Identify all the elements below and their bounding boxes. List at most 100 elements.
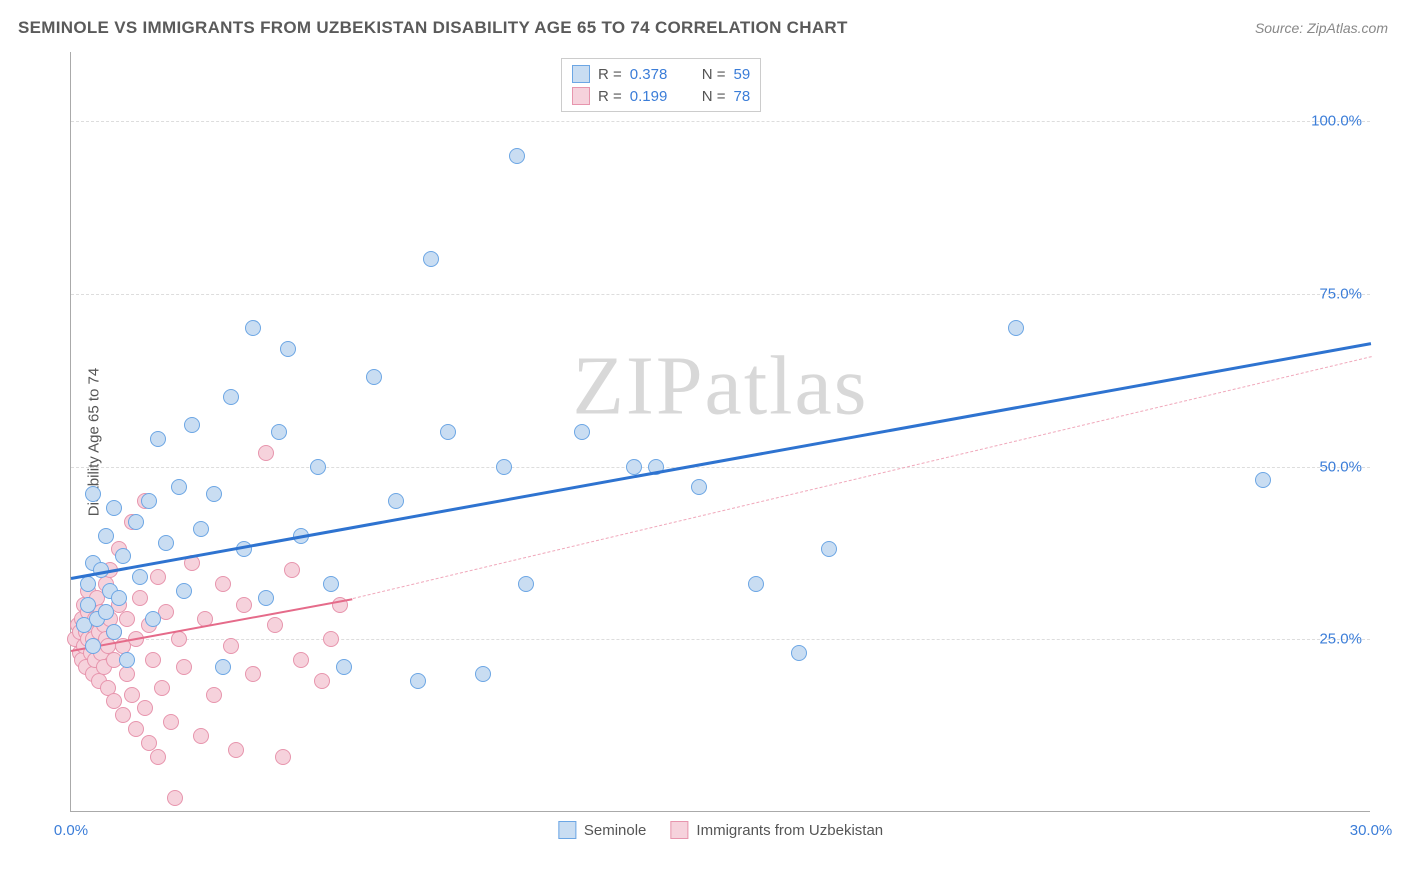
legend-swatch-seminole [572,65,590,83]
scatter-point [323,576,339,592]
scatter-point [145,652,161,668]
scatter-point [115,548,131,564]
scatter-point [193,521,209,537]
scatter-point [111,590,127,606]
scatter-point [258,590,274,606]
scatter-point [137,700,153,716]
scatter-point [215,576,231,592]
legend-swatch-seminole-icon [558,821,576,839]
scatter-point [128,721,144,737]
scatter-point [141,493,157,509]
scatter-point [128,514,144,530]
scatter-point [366,369,382,385]
scatter-point [336,659,352,675]
chart-title: SEMINOLE VS IMMIGRANTS FROM UZBEKISTAN D… [18,18,848,38]
legend-item-uzbekistan: Immigrants from Uzbekistan [670,821,883,839]
scatter-point [150,749,166,765]
scatter-point [293,652,309,668]
scatter-point [423,251,439,267]
r-value-uzbekistan: 0.199 [630,88,682,105]
scatter-point [193,728,209,744]
n-value-uzbekistan: 78 [734,88,751,105]
scatter-point [245,320,261,336]
scatter-point [258,445,274,461]
scatter-point [791,645,807,661]
legend-swatch-uzbekistan [572,87,590,105]
scatter-point [85,638,101,654]
legend-row-seminole: R = 0.378 N = 59 [572,63,750,85]
scatter-point [228,742,244,758]
y-tick-label: 100.0% [1311,113,1362,130]
gridline [71,121,1370,122]
scatter-point [223,638,239,654]
scatter-point [171,479,187,495]
gridline [71,639,1370,640]
scatter-point [284,562,300,578]
scatter-point [509,148,525,164]
scatter-point [475,666,491,682]
scatter-point [410,673,426,689]
scatter-point [496,459,512,475]
scatter-point [280,341,296,357]
scatter-point [106,624,122,640]
scatter-point [150,569,166,585]
y-tick-label: 50.0% [1319,458,1362,475]
trend-line [71,342,1372,580]
n-label: N = [702,66,726,83]
scatter-point [98,528,114,544]
scatter-point [206,687,222,703]
scatter-point [150,431,166,447]
y-tick-label: 75.0% [1319,285,1362,302]
r-value-seminole: 0.378 [630,66,682,83]
watermark: ZIPatlas [573,337,869,434]
scatter-point [119,652,135,668]
scatter-point [314,673,330,689]
scatter-point [310,459,326,475]
scatter-point [98,604,114,620]
scatter-point [574,424,590,440]
n-label: N = [702,88,726,105]
scatter-point [184,417,200,433]
scatter-point [1008,320,1024,336]
scatter-point [176,583,192,599]
scatter-point [132,590,148,606]
n-value-seminole: 59 [734,66,751,83]
trend-line [353,356,1372,599]
scatter-point [132,569,148,585]
scatter-point [215,659,231,675]
legend-label-uzbekistan: Immigrants from Uzbekistan [696,822,883,839]
source-label: Source: ZipAtlas.com [1255,20,1388,36]
scatter-point [167,790,183,806]
scatter-point [518,576,534,592]
scatter-point [821,541,837,557]
scatter-point [119,611,135,627]
x-tick-label: 30.0% [1350,822,1393,839]
plot-area: ZIPatlas R = 0.378 N = 59 R = 0.199 N = … [70,52,1370,812]
r-label: R = [598,88,622,105]
scatter-point [85,486,101,502]
scatter-point [115,707,131,723]
legend-correlation: R = 0.378 N = 59 R = 0.199 N = 78 [561,58,761,112]
legend-row-uzbekistan: R = 0.199 N = 78 [572,85,750,107]
scatter-point [80,576,96,592]
x-tick-label: 0.0% [54,822,88,839]
scatter-point [106,500,122,516]
scatter-point [124,687,140,703]
legend-series: Seminole Immigrants from Uzbekistan [558,821,883,839]
legend-item-seminole: Seminole [558,821,647,839]
scatter-point [158,535,174,551]
scatter-point [323,631,339,647]
y-tick-label: 25.0% [1319,631,1362,648]
scatter-point [440,424,456,440]
scatter-point [154,680,170,696]
scatter-point [271,424,287,440]
scatter-point [1255,472,1271,488]
scatter-point [163,714,179,730]
scatter-point [145,611,161,627]
scatter-point [171,631,187,647]
scatter-point [206,486,222,502]
scatter-point [267,617,283,633]
gridline [71,294,1370,295]
legend-label-seminole: Seminole [584,822,647,839]
scatter-point [236,597,252,613]
